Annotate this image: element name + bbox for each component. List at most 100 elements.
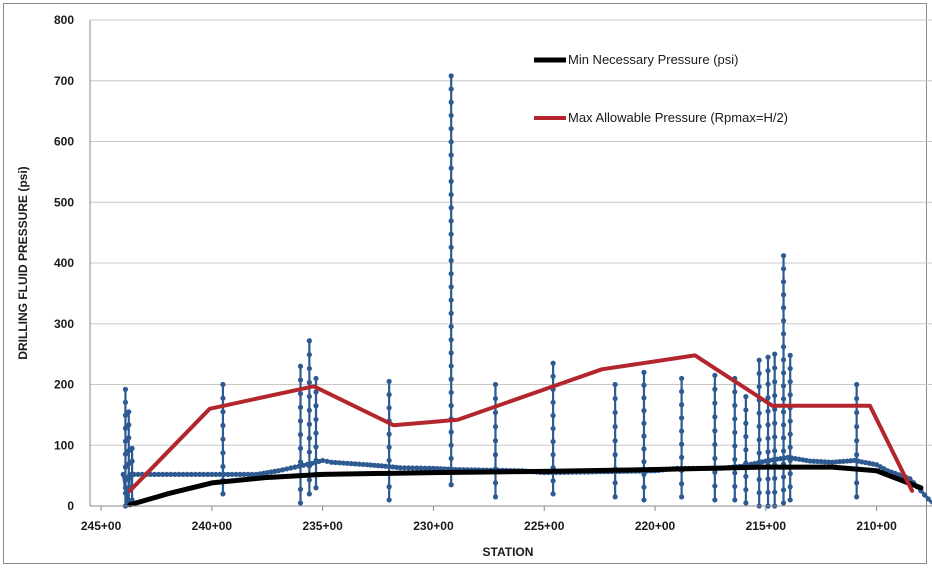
series-point-2	[225, 471, 231, 478]
measured-point	[612, 381, 618, 388]
measured-point	[765, 354, 771, 360]
measured-point	[854, 494, 860, 500]
series-point-2	[176, 471, 182, 478]
measured-point	[732, 497, 738, 503]
series-point-2	[221, 471, 227, 478]
measured-point	[854, 424, 860, 430]
measured-point	[313, 389, 319, 395]
measured-point	[448, 376, 454, 382]
measured-point	[220, 463, 226, 470]
measured-point	[448, 257, 454, 264]
series-point-2	[292, 464, 298, 470]
series-lines	[120, 353, 932, 508]
measured-point	[765, 408, 771, 414]
measured-point	[313, 403, 319, 409]
series-point-2	[410, 465, 416, 471]
measured-point	[780, 331, 787, 337]
y-axis-ticks: 0 100 200 300 400 500 600 700 800	[54, 13, 74, 513]
measured-point	[641, 369, 647, 375]
measured-point	[448, 205, 454, 211]
measured-point	[780, 487, 787, 493]
legend: Min Necessary Pressure (psi) Max Allowab…	[534, 52, 788, 125]
measured-point	[787, 365, 793, 372]
measured-point	[641, 420, 647, 426]
y-tick-label: 600	[54, 135, 74, 149]
measured-point	[220, 450, 226, 456]
series-point-2	[122, 485, 129, 491]
series-point-2	[825, 459, 832, 465]
series-point-2	[296, 463, 302, 469]
y-tick-label: 200	[54, 378, 74, 392]
series-point-2	[304, 461, 311, 467]
series-point-2	[414, 465, 420, 471]
measured-point	[780, 422, 787, 428]
series-point-2	[188, 471, 194, 478]
measured-point	[787, 497, 793, 503]
measured-point	[550, 412, 556, 419]
measured-point	[772, 351, 778, 357]
measured-point	[448, 403, 454, 409]
series-point-2	[125, 497, 131, 503]
measured-point	[765, 476, 771, 482]
measured-point	[732, 402, 738, 409]
measured-point	[448, 126, 454, 132]
measured-point	[386, 405, 392, 411]
measured-point	[780, 253, 787, 259]
x-axis-ticks: 245+00 240+00 235+00 230+00 225+00 220+00 215+…	[81, 506, 897, 533]
measured-point	[756, 450, 762, 456]
measured-point	[780, 305, 787, 311]
series-point-2	[245, 471, 251, 478]
measured-point	[772, 475, 778, 481]
series-point-2	[160, 471, 166, 478]
x-tick-label: 215+00	[746, 519, 787, 533]
x-tick-label: 235+00	[302, 519, 343, 533]
series-point-2	[405, 465, 412, 471]
measured-point	[756, 476, 762, 483]
measured-point	[679, 454, 685, 460]
measured-point	[386, 444, 392, 450]
series-point-2	[131, 471, 137, 478]
measured-point	[772, 448, 778, 454]
measured-point	[780, 266, 787, 272]
measured-point	[550, 360, 556, 366]
measured-point	[780, 279, 787, 285]
series-point-2	[192, 471, 199, 478]
measured-point	[313, 485, 319, 491]
series-point-2	[360, 461, 366, 468]
measured-point	[448, 323, 454, 330]
measured-point	[679, 428, 685, 434]
measured-point	[780, 409, 787, 415]
measured-point	[743, 394, 749, 400]
series-point-2	[196, 471, 203, 478]
measured-point	[679, 441, 685, 447]
series-point-2	[397, 465, 403, 471]
measured-point	[550, 478, 556, 484]
measured-point	[492, 494, 499, 500]
measured-point	[126, 422, 132, 428]
measured-point	[448, 86, 454, 92]
series-point-2	[217, 471, 223, 478]
series-point-2	[172, 471, 178, 478]
measured-point	[787, 352, 793, 358]
measured-point	[712, 455, 718, 462]
series-point-2	[233, 471, 239, 478]
series-point-2	[320, 457, 326, 464]
measured-point	[122, 425, 129, 431]
measured-point	[448, 244, 454, 250]
measured-point	[306, 407, 312, 413]
measured-point	[448, 139, 454, 145]
series-point-2	[818, 459, 824, 465]
measured-point	[765, 435, 771, 441]
series-point-2	[205, 471, 211, 478]
measured-point	[448, 310, 454, 316]
measured-point	[122, 412, 129, 418]
measured-point	[765, 422, 771, 428]
series-point-2	[164, 471, 170, 478]
measured-point	[448, 231, 454, 237]
measured-point	[550, 491, 556, 497]
x-tick-label: 225+00	[524, 519, 565, 533]
x-tick-label: 210+00	[856, 519, 897, 533]
measured-point	[787, 431, 793, 437]
measured-point	[612, 395, 618, 402]
